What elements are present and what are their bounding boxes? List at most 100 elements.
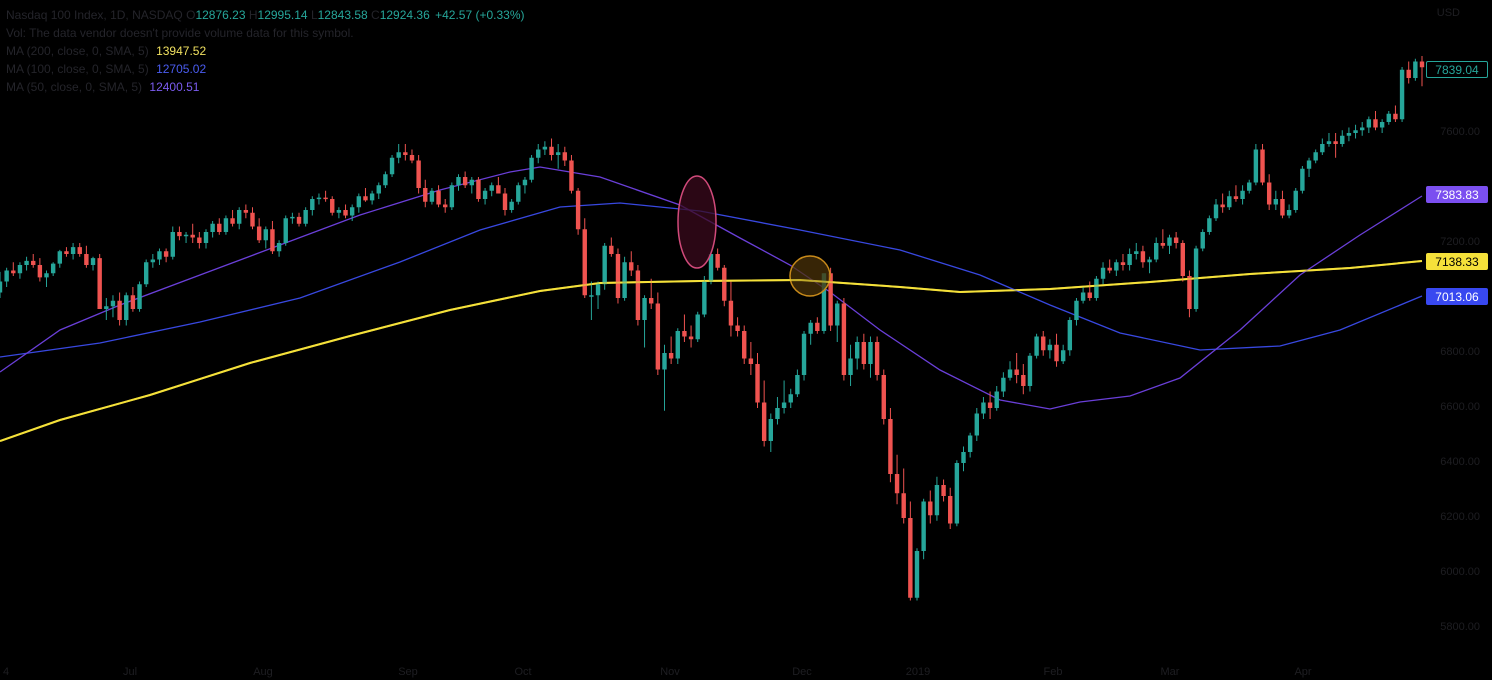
candle-body	[1379, 122, 1385, 128]
candle-body	[4, 270, 9, 282]
candle-body	[728, 300, 734, 326]
candle-body	[961, 452, 966, 463]
ma100-line	[0, 202, 1423, 358]
candle-body	[1406, 69, 1411, 78]
candle-body	[163, 251, 169, 257]
candle-body	[177, 232, 182, 237]
candle-body	[702, 281, 707, 315]
time-tick-label: Apr	[1294, 666, 1312, 678]
candle-body	[57, 251, 63, 264]
candle-body	[157, 251, 162, 260]
candle-body	[336, 210, 342, 213]
ma200-value: 13947.52	[156, 44, 207, 58]
legend-ma200[interactable]: MA (200, close, 0, SMA, 5) 13947.52	[6, 44, 207, 58]
candle-body	[755, 364, 760, 403]
candle-body	[1134, 251, 1139, 254]
price-tick-label: 6800.00	[1440, 346, 1480, 358]
candle-body	[1147, 259, 1152, 263]
legend-ma50[interactable]: MA (50, close, 0, SMA, 5) 12400.51	[6, 80, 200, 94]
price-tick-label: 6400.00	[1440, 456, 1480, 468]
candle-body	[316, 197, 322, 200]
candle-body	[1386, 113, 1391, 122]
low-value: 12843.58	[317, 8, 368, 22]
candle-body	[1080, 292, 1086, 301]
candle-body	[1280, 199, 1285, 216]
candle-body	[722, 267, 727, 301]
candle-body	[290, 216, 295, 219]
candle-body	[1227, 196, 1232, 208]
candle-body	[0, 281, 3, 293]
time-tick-label: Aug	[253, 666, 273, 678]
price-tick-label: 7600.00	[1440, 126, 1480, 138]
candle-body	[130, 295, 136, 309]
candle-body	[210, 223, 215, 232]
candle-body	[1021, 375, 1026, 386]
candle-body	[901, 493, 906, 518]
candle-body	[416, 160, 421, 188]
candle-body	[1373, 119, 1378, 128]
close-value: 12924.36	[379, 8, 430, 22]
candle-body	[31, 260, 36, 265]
candle-body	[1114, 262, 1119, 271]
candle-body	[270, 229, 275, 252]
candle-body	[84, 254, 89, 265]
candle-body	[150, 259, 156, 263]
candle-body	[403, 152, 408, 155]
candle-body	[423, 188, 428, 202]
candle-body	[369, 193, 375, 201]
time-tick-label: Feb	[1043, 666, 1063, 678]
candle-body	[70, 247, 76, 254]
legend-ma100[interactable]: MA (100, close, 0, SMA, 5) 12705.02	[6, 62, 207, 76]
candle-body	[821, 273, 827, 331]
candle-body	[695, 314, 700, 340]
candle-body	[1173, 237, 1179, 243]
candle-body	[456, 177, 461, 186]
candle-body	[967, 435, 973, 452]
candle-body	[934, 485, 940, 516]
candle-body	[482, 190, 488, 199]
candle-body	[509, 201, 514, 210]
candle-body	[110, 300, 116, 307]
candle-body	[90, 258, 96, 265]
highlight-circle-annotation	[789, 255, 831, 297]
time-tick-label: 2019	[905, 666, 931, 678]
candle-body	[622, 262, 627, 298]
candle-body	[781, 402, 787, 408]
ma200-line-overlay	[0, 260, 1423, 442]
candle-body	[1273, 199, 1279, 205]
candle-body	[848, 358, 853, 375]
candle-body	[516, 185, 521, 202]
ma100-value: 12705.02	[156, 62, 207, 76]
chart-legend: Nasdaq 100 Index, 1D, NASDAQ O12876.23 H…	[6, 6, 525, 96]
candle-body	[443, 204, 448, 208]
candle-body	[948, 496, 953, 524]
candle-body	[1107, 267, 1112, 271]
candle-body	[1359, 127, 1365, 131]
candle-body	[383, 174, 388, 186]
candle-body	[1313, 152, 1318, 161]
candle-body	[77, 247, 82, 254]
candle-body	[183, 234, 189, 237]
candle-body	[788, 394, 793, 403]
candle-body	[868, 342, 873, 364]
candle-body	[197, 237, 202, 243]
volume-note[interactable]: Vol: The data vendor doesn't provide vol…	[6, 26, 354, 40]
price-tick-label: 6600.00	[1440, 401, 1480, 413]
candle-body	[928, 501, 933, 516]
candle-body	[489, 185, 494, 191]
candle-body	[715, 254, 720, 268]
candle-body	[37, 265, 43, 278]
candle-body	[64, 251, 69, 254]
candle-body	[688, 336, 694, 340]
symbol-title[interactable]: Nasdaq 100 Index, 1D, NASDAQ	[6, 8, 183, 22]
candle-body	[1094, 278, 1099, 298]
candle-body	[828, 273, 833, 326]
candle-body	[615, 254, 621, 298]
candle-body	[1060, 350, 1066, 362]
candle-body	[1220, 204, 1225, 208]
candle-body	[1266, 182, 1272, 205]
candle-body	[1187, 276, 1192, 309]
candle-body	[662, 353, 667, 370]
